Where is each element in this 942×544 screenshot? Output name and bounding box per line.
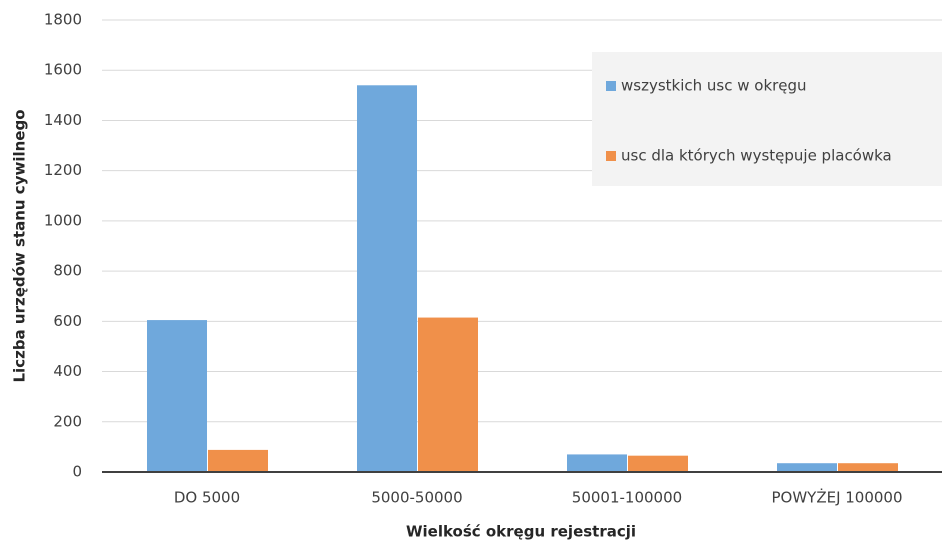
y-tick-label: 1800 (44, 11, 82, 29)
bar (357, 85, 417, 473)
x-tick-label: DO 5000 (174, 489, 240, 507)
bar (777, 463, 837, 472)
x-tick-label: POWYŻEJ 100000 (771, 488, 902, 507)
legend-label: wszystkich usc w okręgu (621, 77, 807, 95)
bar (567, 454, 627, 472)
y-tick-label: 800 (53, 262, 82, 280)
legend-swatch (606, 151, 616, 161)
legend-box (592, 52, 942, 186)
legend-swatch (606, 81, 616, 91)
y-tick-label: 1400 (44, 111, 82, 129)
y-tick-label: 1200 (44, 161, 82, 179)
legend-label: usc dla których występuje placówka (621, 147, 892, 165)
bar (838, 463, 898, 472)
bar (147, 320, 207, 472)
y-tick-label: 1600 (44, 61, 82, 79)
y-axis-title: Liczba urzędów stanu cywilnego (11, 109, 29, 382)
x-axis-title: Wielkość okręgu rejestracji (406, 523, 636, 541)
bar (628, 455, 688, 472)
y-tick-label: 400 (53, 362, 82, 380)
bar (208, 449, 268, 472)
y-tick-label: 200 (53, 412, 82, 430)
y-tick-label: 600 (53, 312, 82, 330)
bar (418, 317, 478, 472)
y-tick-label: 1000 (44, 211, 82, 229)
x-tick-label: 5000-50000 (371, 489, 462, 507)
x-tick-label: 50001-100000 (572, 489, 682, 507)
y-tick-label: 0 (72, 463, 82, 481)
